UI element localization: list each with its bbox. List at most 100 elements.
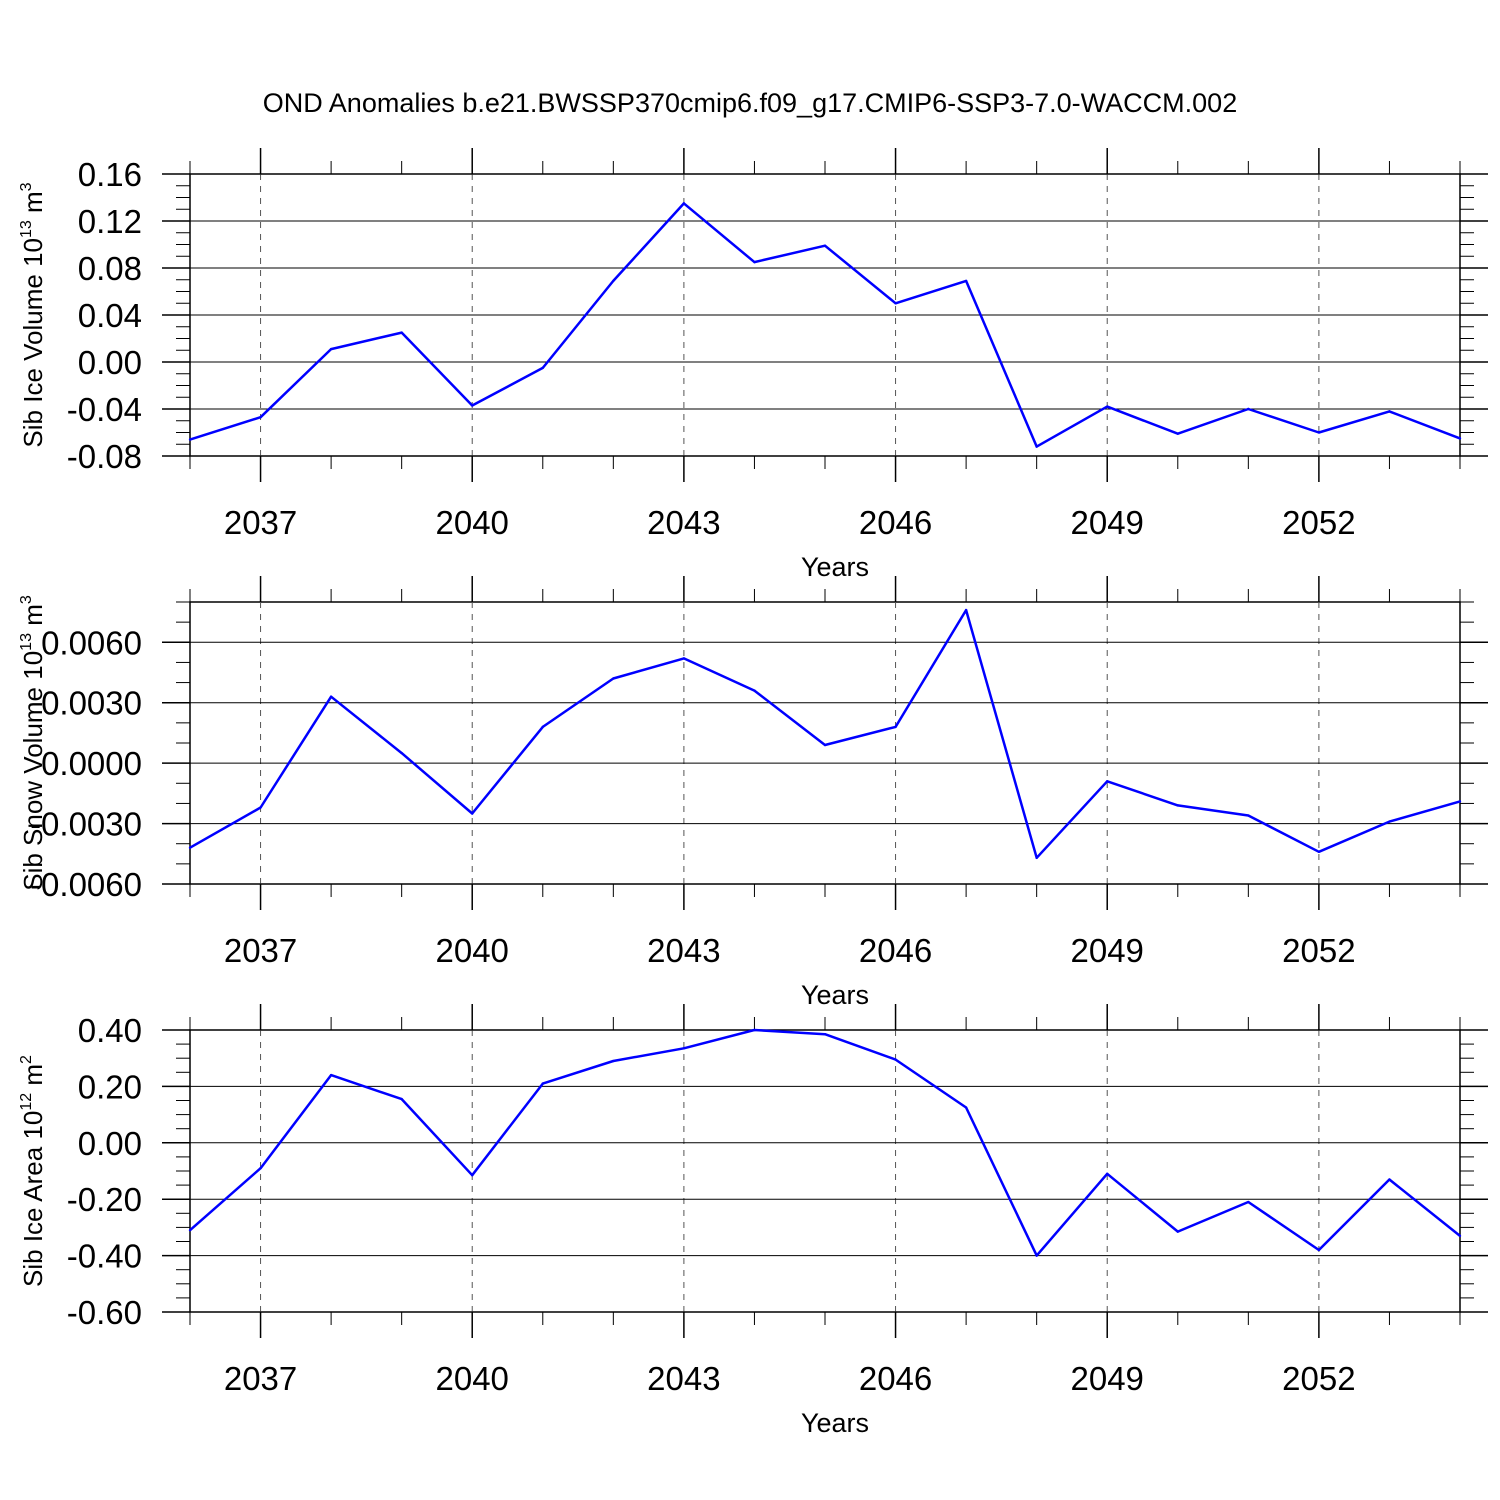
- data-point: [894, 725, 897, 729]
- data-point: [1106, 1172, 1109, 1176]
- data-point: [894, 1058, 897, 1061]
- y-tick-label: 0.04: [78, 297, 142, 334]
- data-point: [1388, 1178, 1391, 1181]
- y-axis-label: Sib Snow Volume 1013 m3: [18, 595, 48, 891]
- data-point: [1176, 432, 1179, 435]
- x-tick-label: 2043: [647, 932, 720, 969]
- x-tick-label: 2049: [1071, 504, 1144, 541]
- chart-panel-3: 2037 2040 2043 2046 2049 2052 Years 0.40 0.20 0.0…: [18, 1004, 1488, 1438]
- data-point: [1317, 1248, 1321, 1252]
- data-point: [612, 279, 615, 283]
- x-axis-label: Years: [801, 1408, 869, 1438]
- y-tick-label: 0.20: [78, 1068, 142, 1105]
- data-point: [1388, 410, 1391, 413]
- chart-panel-2: 2037 2040 2043 2046 2049 2052 Years 0.0060 0.003…: [18, 576, 1488, 1010]
- y-tick-label: 0.16: [78, 156, 142, 193]
- data-point: [682, 202, 686, 205]
- data-point: [400, 1097, 403, 1101]
- y-tick-label: -0.40: [67, 1238, 142, 1275]
- data-point: [894, 302, 897, 305]
- data-point: [682, 657, 686, 660]
- data-point: [612, 1059, 615, 1063]
- y-tick-label: -0.60: [67, 1294, 142, 1331]
- x-tick-label: 2052: [1282, 1360, 1355, 1397]
- series-line: [189, 608, 1461, 860]
- data-point: [1176, 804, 1179, 807]
- data-point: [1388, 820, 1391, 823]
- data-point: [1458, 1234, 1462, 1238]
- x-tick-label: 2043: [647, 1360, 720, 1397]
- data-point: [259, 416, 262, 419]
- plot-frame: [189, 601, 1461, 885]
- x-axis-label: Years: [801, 980, 869, 1010]
- data-point: [329, 1073, 333, 1077]
- y-tick-label: -0.20: [67, 1181, 142, 1218]
- data-point: [964, 279, 968, 283]
- y-tick-label: -0.0060: [30, 866, 142, 903]
- x-tick-label: 2046: [859, 1360, 932, 1397]
- data-point: [1247, 407, 1250, 411]
- data-point: [1176, 1230, 1179, 1233]
- data-point: [964, 1106, 968, 1109]
- data-point: [541, 366, 544, 370]
- data-point: [471, 404, 474, 407]
- x-tick-label: 2040: [436, 504, 509, 541]
- x-tick-label: 2037: [224, 932, 297, 969]
- x-tick-label: 2046: [859, 504, 932, 541]
- data-point: [1106, 405, 1109, 408]
- data-point: [259, 806, 262, 809]
- data-point: [188, 846, 192, 849]
- y-tick-label: 0.0030: [41, 685, 142, 722]
- y-tick-label: 0.12: [78, 203, 142, 240]
- data-point: [471, 812, 474, 815]
- data-point: [329, 347, 333, 351]
- y-tick-label: -0.04: [67, 391, 142, 428]
- x-tick-label: 2040: [436, 1360, 509, 1397]
- data-point: [1247, 1200, 1250, 1204]
- data-point: [823, 1033, 827, 1036]
- x-tick-label: 2043: [647, 504, 720, 541]
- data-point: [753, 689, 756, 692]
- x-axis-label: Years: [801, 552, 869, 582]
- plot-frame: [189, 1029, 1461, 1313]
- data-point: [1106, 780, 1109, 783]
- y-tick-label: 0.0000: [41, 745, 142, 782]
- data-point: [188, 1229, 192, 1232]
- data-point: [823, 244, 827, 247]
- data-point: [1035, 856, 1038, 860]
- x-tick-label: 2046: [859, 932, 932, 969]
- x-tick-label: 2037: [224, 1360, 297, 1397]
- data-point: [329, 695, 333, 698]
- data-point: [753, 260, 756, 264]
- data-point: [400, 331, 403, 334]
- y-tick-label: 0.08: [78, 250, 142, 287]
- chart-panel-1: 2037 2040 2043 2046 2049 2052 Years 0.16 0.12 0.0…: [18, 148, 1488, 582]
- data-point: [964, 608, 968, 612]
- figure-title: OND Anomalies b.e21.BWSSP370cmip6.f09_g1…: [263, 88, 1237, 118]
- x-tick-label: 2049: [1071, 1360, 1144, 1397]
- y-tick-label: -0.0030: [30, 806, 142, 843]
- y-tick-label: 0.40: [78, 1012, 142, 1049]
- y-axis-label: Sib Ice Volume 1013 m3: [18, 182, 48, 447]
- data-point: [541, 725, 544, 729]
- y-tick-label: 0.00: [78, 1125, 142, 1162]
- y-axis-label: Sib Ice Area 1012 m2: [18, 1055, 48, 1287]
- data-point: [541, 1082, 544, 1085]
- data-point: [1317, 431, 1321, 434]
- data-point: [612, 677, 615, 680]
- x-tick-label: 2049: [1071, 932, 1144, 969]
- y-tick-label: -0.08: [67, 438, 142, 475]
- data-point: [1458, 800, 1462, 803]
- data-point: [1317, 850, 1321, 853]
- data-point: [1247, 814, 1250, 817]
- x-tick-label: 2040: [436, 932, 509, 969]
- data-point: [471, 1174, 474, 1177]
- data-point: [259, 1166, 262, 1170]
- y-tick-label: 0.0060: [41, 624, 142, 661]
- series-line: [189, 202, 1461, 448]
- data-point: [400, 751, 403, 755]
- y-tick-label: 0.00: [78, 344, 142, 381]
- data-point: [1035, 445, 1038, 448]
- data-point: [753, 1028, 756, 1032]
